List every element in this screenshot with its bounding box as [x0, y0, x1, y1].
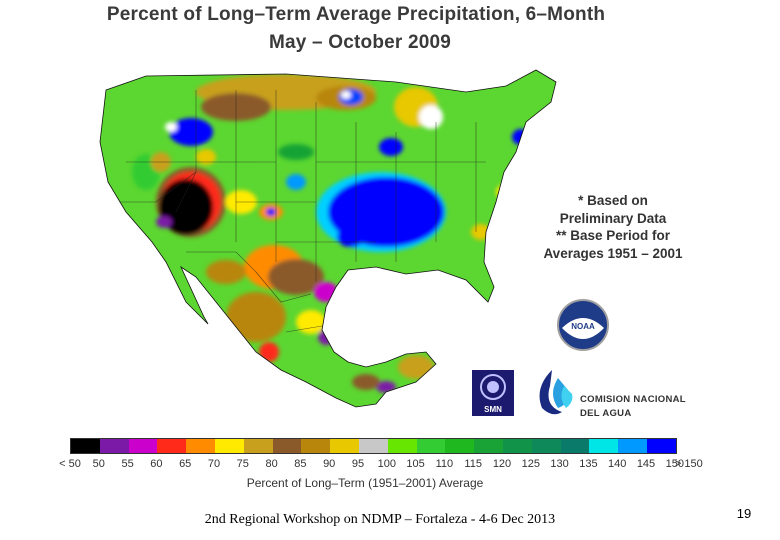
legend-tick-label: 150	[665, 458, 684, 470]
legend-tick-label: 95	[351, 458, 365, 470]
legend-tick-label: 120	[492, 458, 512, 470]
precipitation-map	[99, 69, 557, 408]
legend-tick-label: 125	[521, 458, 540, 470]
legend-swatch	[214, 439, 244, 453]
legend-tick-label: 130	[550, 458, 569, 470]
legend-tick-label: 65	[179, 458, 192, 470]
page-number: 19	[736, 506, 752, 521]
legend-swatch	[301, 439, 331, 453]
legend-swatch	[502, 439, 532, 453]
smn-logo-text: SMN	[484, 405, 502, 414]
legend-tick-label: 110	[435, 458, 454, 470]
legend-tick-label: > 150	[674, 458, 703, 470]
legend-swatch	[387, 439, 417, 453]
legend-tick-label: 135	[579, 458, 598, 470]
legend-label: Percent of Long–Term (1951–2001) Average	[246, 476, 484, 490]
legend-swatch	[330, 439, 359, 453]
note-line-2: Preliminary Data	[559, 210, 667, 226]
legend-tick-label: 140	[608, 458, 627, 470]
note-line-4: Averages 1951 – 2001	[543, 245, 683, 261]
legend-tick-label: 75	[236, 458, 249, 470]
legend-swatch	[474, 439, 503, 453]
smn-logo: SMN	[472, 370, 514, 416]
note-line-3: ** Base Period for	[555, 228, 671, 243]
legend-swatch	[272, 439, 302, 453]
legend-swatch	[157, 439, 187, 453]
legend-tick-label: 80	[265, 458, 278, 470]
legend-tick-label: 60	[150, 458, 163, 470]
smn-emblem-icon	[480, 374, 506, 400]
legend-tick-label: 100	[377, 458, 396, 470]
map-title-line1: Percent of Long–Term Average Precipitati…	[106, 4, 606, 25]
conagua-logo-icon	[539, 370, 573, 415]
legend-swatch	[416, 439, 446, 453]
legend-tick-label: 85	[294, 458, 307, 470]
legend-tick-label: 115	[464, 458, 482, 470]
note-line-1: * Based on	[578, 193, 648, 208]
legend-tick-label: 145	[636, 458, 656, 470]
legend-swatch	[531, 439, 561, 453]
legend-tick-label: 70	[207, 458, 221, 470]
legend-tick-label: 55	[121, 458, 134, 470]
conagua-name-line2: DEL AGUA	[580, 408, 632, 419]
legend-swatch	[646, 439, 676, 453]
legend-swatch	[560, 439, 590, 453]
footer-text: 2nd Regional Workshop on NDMP – Fortalez…	[204, 512, 556, 527]
map-title-line2: May – October 2009	[268, 32, 452, 53]
legend-tick-label: 90	[323, 458, 336, 470]
legend-swatch	[243, 439, 273, 453]
legend-swatch	[445, 439, 475, 453]
legend-tick-label: 105	[406, 458, 425, 470]
conagua-name-line1: COMISION NACIONAL	[580, 394, 686, 405]
legend-swatch	[128, 439, 158, 453]
legend-swatch	[71, 439, 100, 453]
legend-tick-label: 50	[92, 458, 105, 470]
legend-swatch	[186, 439, 215, 453]
legend-swatch	[589, 439, 619, 453]
data-note: * Based on Preliminary Data ** Base Peri…	[528, 192, 698, 262]
legend-swatch	[99, 439, 129, 453]
noaa-logo-text: NOAA	[571, 322, 595, 331]
noaa-logo: NOAA	[557, 299, 609, 351]
legend-tick-label: < 50	[59, 458, 81, 470]
legend-swatch	[358, 439, 388, 453]
color-legend	[70, 438, 677, 454]
legend-swatch	[618, 439, 647, 453]
